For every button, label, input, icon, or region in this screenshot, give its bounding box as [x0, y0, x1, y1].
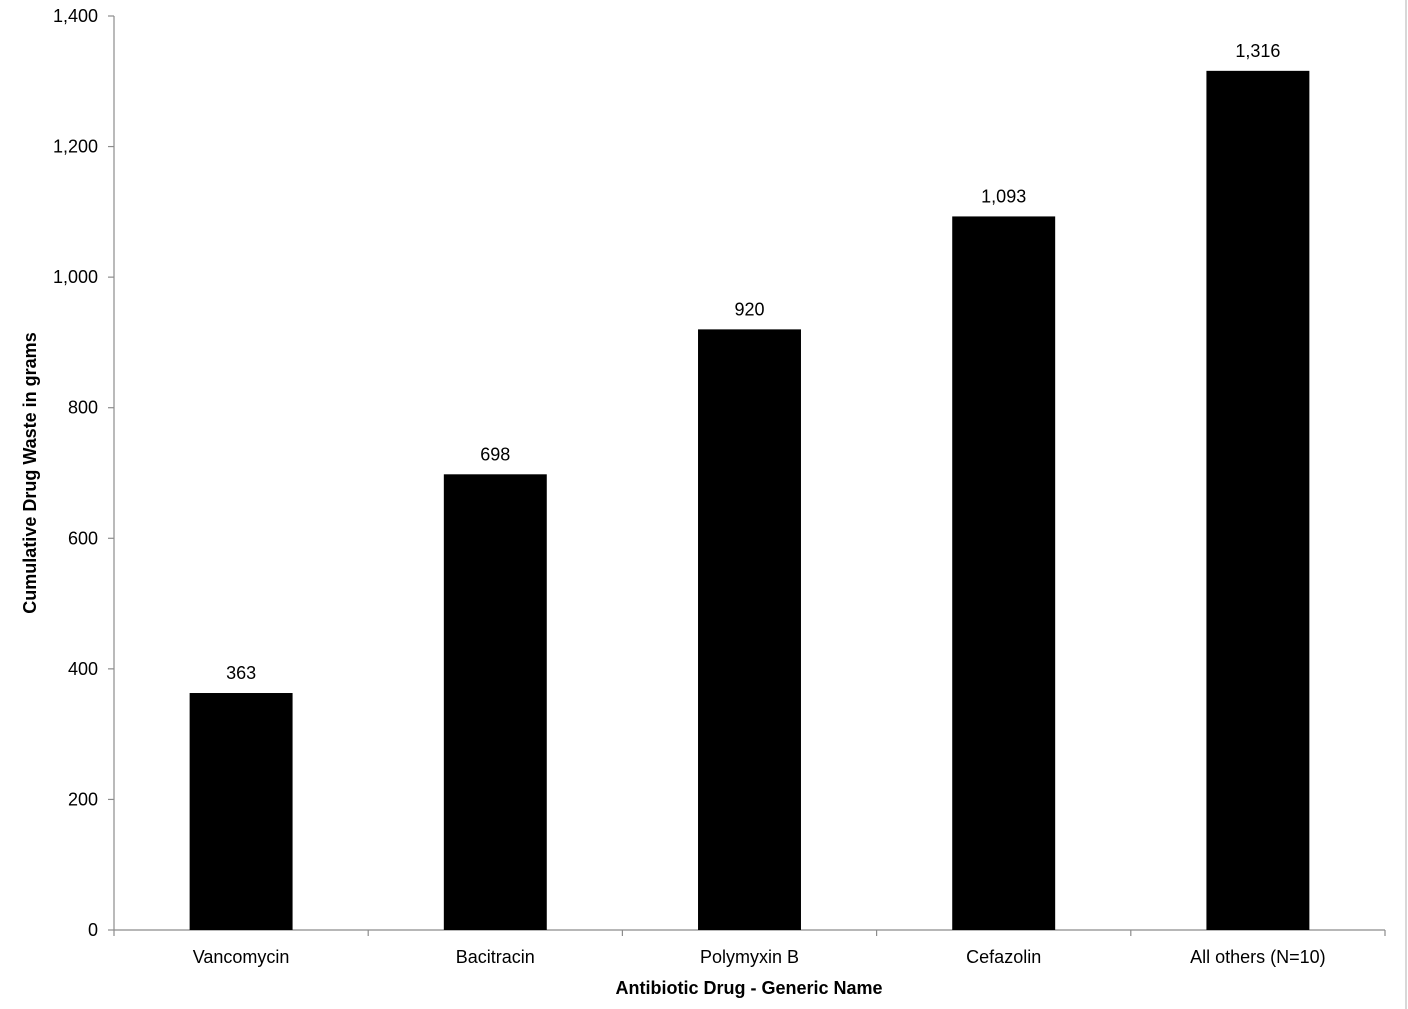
y-tick-label: 800: [68, 398, 98, 418]
y-tick-label: 1,000: [53, 267, 98, 287]
x-tick-label: Bacitracin: [456, 947, 535, 967]
x-ticks-group: Vancomycin Bacitracin Polymyxin B Cefazolin…: [113, 930, 1386, 967]
y-tick-label: 200: [68, 789, 98, 809]
data-label: 698: [480, 444, 510, 464]
data-label: 363: [226, 663, 256, 683]
x-tick-label: All others (N=10): [1190, 947, 1326, 967]
bar: [952, 216, 1056, 931]
data-label: 1,093: [981, 186, 1026, 206]
y-ticks-group: 0 200 400 600 800 1,000 1,200 1,400: [53, 6, 114, 940]
y-axis-title: Cumulative Drug Waste in grams: [20, 332, 40, 613]
bars-group: [189, 70, 1310, 931]
y-tick-label: 1,200: [53, 137, 98, 157]
bar: [1206, 70, 1310, 931]
x-axis-title: Antibiotic Drug - Generic Name: [615, 978, 882, 998]
x-tick-label: Cefazolin: [966, 947, 1041, 967]
bar: [189, 693, 293, 930]
bar: [698, 329, 801, 930]
y-tick-label: 1,400: [53, 6, 98, 26]
x-tick-label: Vancomycin: [193, 947, 290, 967]
data-label: 920: [734, 299, 764, 319]
x-tick-label: Polymyxin B: [700, 947, 799, 967]
y-tick-label: 0: [88, 920, 98, 940]
y-tick-label: 400: [68, 659, 98, 679]
data-labels-group: 363 698 920 1,093 1,316: [226, 41, 1280, 683]
bar: [443, 474, 547, 930]
data-label: 1,316: [1235, 41, 1280, 61]
y-tick-label: 600: [68, 528, 98, 548]
